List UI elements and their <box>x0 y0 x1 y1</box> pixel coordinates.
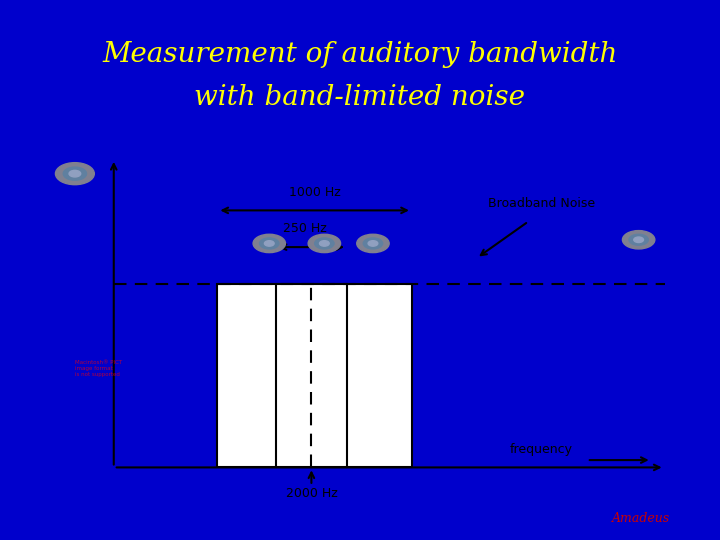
Text: 250 Hz: 250 Hz <box>283 222 327 235</box>
Circle shape <box>253 234 285 253</box>
Circle shape <box>69 170 81 177</box>
Text: 2000 Hz: 2000 Hz <box>286 487 337 500</box>
Text: frequency: frequency <box>510 443 573 456</box>
Circle shape <box>308 234 341 253</box>
Text: 1000 Hz: 1000 Hz <box>289 186 341 199</box>
Circle shape <box>622 231 655 249</box>
Circle shape <box>357 234 390 253</box>
Text: with band-limited noise: with band-limited noise <box>194 84 526 111</box>
Circle shape <box>63 167 86 180</box>
Text: Measurement of auditory bandwidth: Measurement of auditory bandwidth <box>102 40 618 68</box>
Circle shape <box>55 163 94 185</box>
Circle shape <box>320 241 329 246</box>
Circle shape <box>629 234 649 245</box>
Text: Amadeus: Amadeus <box>611 512 670 525</box>
Circle shape <box>315 238 334 249</box>
Bar <box>276 284 347 468</box>
Circle shape <box>368 241 378 246</box>
Circle shape <box>634 237 644 242</box>
Circle shape <box>264 241 274 246</box>
Circle shape <box>259 238 279 249</box>
Text: Macintosh® PICT
image format
is not supported: Macintosh® PICT image format is not supp… <box>75 360 122 376</box>
Circle shape <box>364 238 383 249</box>
Text: Broadband Noise: Broadband Noise <box>488 197 595 210</box>
Bar <box>217 284 412 468</box>
